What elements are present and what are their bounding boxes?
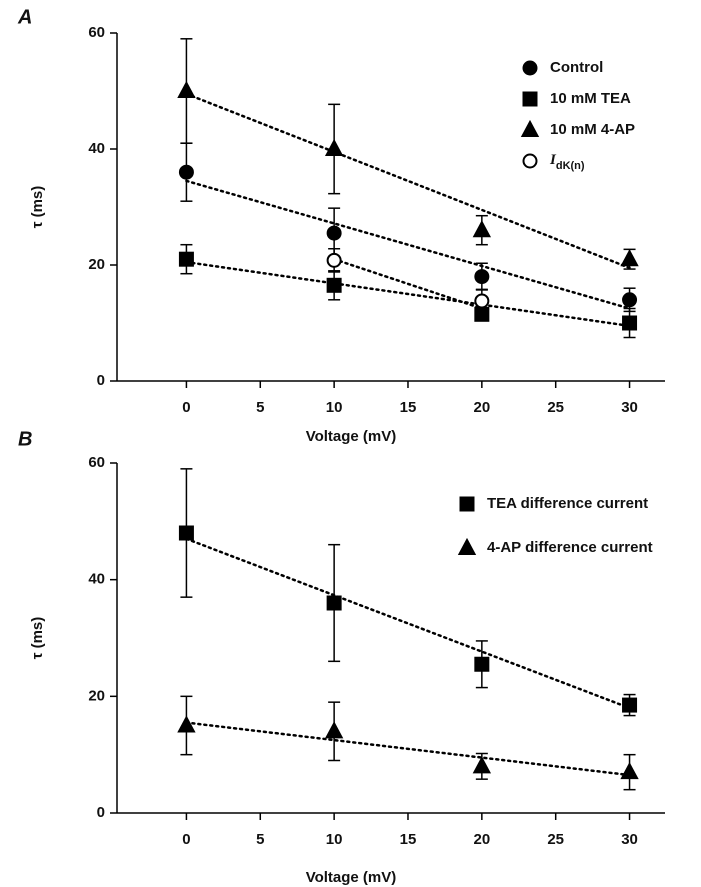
fit-line	[185, 537, 631, 710]
panel-label: A	[17, 6, 32, 28]
y-tick-label: 40	[88, 571, 105, 588]
marker	[326, 277, 342, 293]
marker	[474, 656, 490, 672]
legend-label: IdK(n)	[549, 152, 585, 171]
x-tick-label: 20	[473, 399, 490, 416]
x-axis-label: Voltage (mV)	[306, 428, 397, 445]
fit-line	[185, 92, 631, 270]
legend-text: TEA difference current	[487, 495, 648, 512]
x-tick-label: 20	[473, 831, 490, 848]
x-tick-label: 15	[400, 399, 417, 416]
marker	[622, 315, 638, 331]
x-tick-label: 25	[547, 399, 564, 416]
y-tick-label: 0	[97, 372, 105, 389]
marker	[459, 496, 475, 512]
marker	[324, 138, 344, 156]
legend-label: 4-AP difference current	[487, 539, 653, 556]
fit-line	[185, 721, 631, 777]
x-tick-label: 10	[326, 399, 343, 416]
x-tick-label: 0	[182, 831, 190, 848]
legend-text: 10 mM TEA	[550, 90, 631, 107]
x-tick-label: 30	[621, 399, 638, 416]
panel-label: B	[18, 428, 32, 450]
y-axis-label: τ (ms)	[29, 186, 46, 229]
y-tick-label: 60	[88, 24, 105, 41]
marker	[326, 225, 342, 241]
marker	[522, 60, 538, 76]
marker	[472, 756, 492, 774]
marker	[520, 119, 540, 137]
x-tick-label: 5	[256, 399, 264, 416]
legend-label: Control	[550, 59, 603, 76]
x-tick-label: 30	[621, 831, 638, 848]
x-tick-label: 10	[326, 831, 343, 848]
fit-line	[332, 257, 484, 310]
marker	[522, 91, 538, 107]
y-tick-label: 20	[88, 687, 105, 704]
legend-text: I	[549, 152, 557, 168]
x-tick-label: 15	[400, 831, 417, 848]
x-axis-label: Voltage (mV)	[306, 869, 397, 886]
legend-subscript: dK(n)	[556, 160, 585, 172]
marker	[620, 762, 639, 780]
marker	[457, 537, 477, 555]
marker	[326, 595, 342, 611]
y-tick-label: 40	[88, 140, 105, 157]
x-tick-label: 0	[182, 399, 190, 416]
x-tick-label: 25	[547, 831, 564, 848]
legend-label: 10 mM 4-AP	[550, 121, 635, 138]
marker	[522, 153, 538, 169]
legend-text: Control	[550, 59, 603, 76]
marker	[178, 251, 194, 267]
y-tick-label: 0	[97, 804, 105, 821]
marker	[474, 293, 490, 309]
legend-label: TEA difference current	[487, 495, 648, 512]
marker	[178, 164, 194, 180]
y-axis-label: τ (ms)	[29, 617, 46, 660]
marker	[324, 721, 344, 739]
marker	[326, 252, 342, 268]
fit-line	[185, 179, 631, 310]
marker	[178, 525, 194, 541]
legend-label: 10 mM TEA	[550, 90, 631, 107]
legend-text: 4-AP difference current	[487, 539, 653, 556]
x-tick-label: 5	[256, 831, 264, 848]
y-tick-label: 20	[88, 256, 105, 273]
marker	[622, 292, 638, 308]
marker	[622, 697, 638, 713]
marker	[620, 249, 639, 267]
marker	[177, 715, 196, 733]
marker	[177, 80, 196, 98]
fit-line	[185, 260, 631, 328]
marker	[472, 220, 492, 238]
legend-text: 10 mM 4-AP	[550, 121, 635, 138]
y-tick-label: 60	[88, 454, 105, 471]
marker	[474, 269, 490, 285]
